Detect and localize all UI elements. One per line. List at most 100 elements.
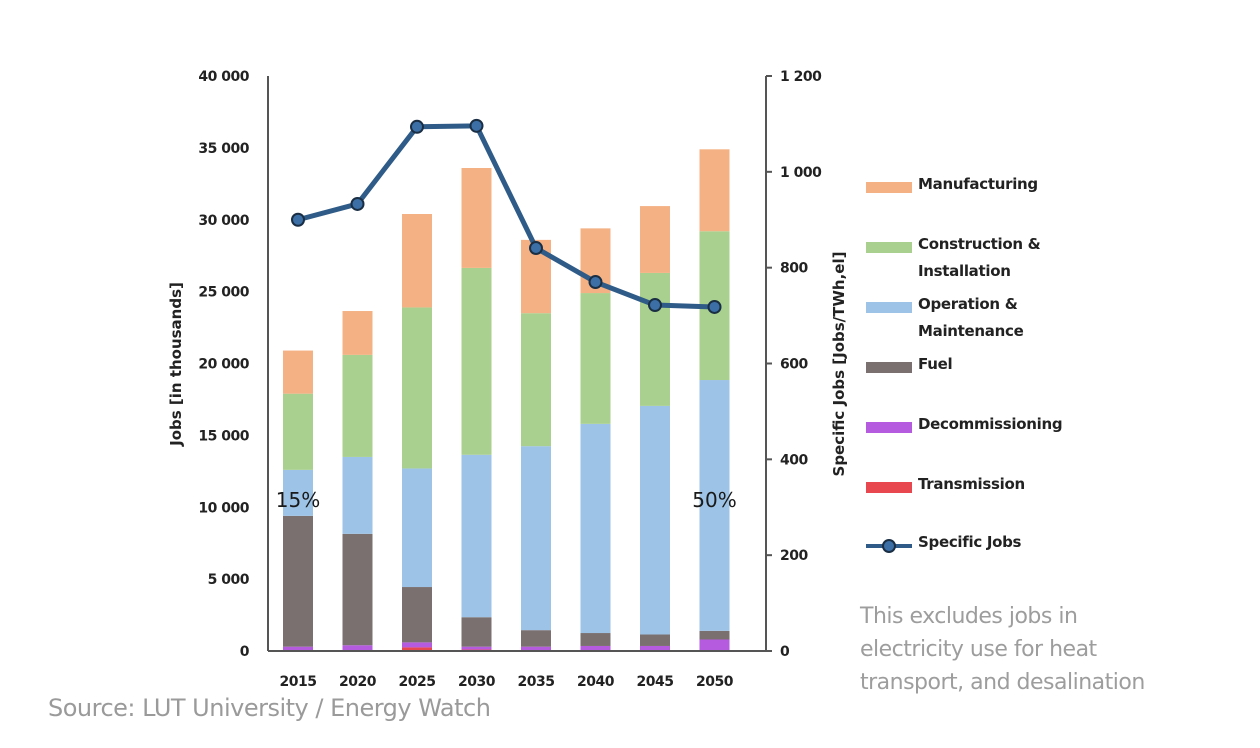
right-tick-label: 800: [780, 261, 808, 277]
labels-group: 0 5 000 10 000 15 000 20 000 25 000 30 000 35 0…: [167, 69, 848, 690]
bar-segment-decommissioning-2050: [699, 639, 730, 651]
x-tick-label: 2050: [696, 674, 734, 690]
bar-segment-fuel-2045: [640, 634, 670, 646]
specific-jobs-line-group: [291, 118, 722, 314]
bar-segment-operation-maintenance-2050: [699, 380, 730, 631]
x-tick-label: 2035: [518, 674, 555, 690]
bar-segment-decommissioning-2025: [402, 642, 432, 648]
legend-label: Manufacturing: [918, 175, 1038, 193]
left-tick-label: 30 000: [198, 213, 249, 229]
bar-segment-operation-maintenance-2015: [283, 469, 313, 516]
x-tick-label: 2045: [637, 674, 674, 690]
left-tick-label: 20 000: [198, 357, 249, 373]
left-tick-label: 40 000: [198, 69, 249, 85]
legend-item-manufacturing: Manufacturing: [866, 175, 1038, 198]
specific-jobs-line: [297, 123, 715, 310]
bar-segment-fuel-2030: [461, 617, 492, 647]
legend-swatch-icon: [866, 182, 912, 193]
specific-jobs-point-2020: [350, 196, 365, 211]
bar-segment-fuel-2020: [342, 533, 373, 646]
specific-jobs-point-2040: [588, 275, 603, 290]
specific-jobs-point-2015: [291, 212, 305, 227]
specific-jobs-point-2025: [410, 119, 424, 134]
bars-group: [283, 149, 730, 651]
source-caption: Source: LUT University / Energy Watch: [48, 694, 491, 722]
left-tick-label: 15 000: [198, 428, 249, 444]
bar-segment-fuel-2050: [699, 630, 730, 640]
specific-jobs-point-2050: [707, 299, 722, 314]
bar-segment-transmission-2025: [402, 647, 432, 651]
bar-segment-fuel-2015: [283, 515, 313, 647]
bar-segment-operation-maintenance-2045: [640, 405, 670, 635]
legend-label: Transmission: [918, 475, 1025, 493]
right-tick-label: 400: [780, 452, 808, 468]
x-tick-label: 2020: [339, 674, 377, 690]
right-tick-label: 1 000: [780, 165, 822, 181]
left-tick-label: 25 000: [198, 285, 249, 301]
legend-label: Specific Jobs: [918, 533, 1022, 551]
bar-segment-fuel-2040: [580, 633, 611, 646]
bar-segment-manufacturing-2025: [402, 214, 432, 308]
bar-segment-decommissioning-2045: [640, 645, 670, 651]
legend-item-transmission: Transmission: [866, 475, 1025, 498]
bar-segment-operation-maintenance-2020: [342, 456, 373, 534]
left-axis-title: Jobs [in thousands]: [167, 282, 185, 447]
specific-jobs-point-2035: [529, 241, 543, 256]
bar-segment-decommissioning-2035: [521, 646, 551, 651]
right-tick-label: 600: [780, 357, 808, 373]
legend-label: Fuel: [918, 355, 953, 373]
legend-swatch-icon: [866, 302, 912, 313]
legend-swatch-icon: [866, 242, 912, 253]
x-tick-label: 2015: [280, 674, 317, 690]
note-text: This excludes jobs in electricity use fo…: [860, 604, 1145, 695]
bar-segment-construction-installation-2015: [283, 393, 313, 470]
bar-segment-construction-installation-2025: [402, 307, 432, 469]
right-tick-label: 1 200: [780, 69, 822, 85]
left-tick-label: 35 000: [198, 141, 249, 157]
bar-segment-manufacturing-2050: [699, 149, 730, 232]
bar-segment-fuel-2035: [521, 630, 551, 647]
specific-jobs-point-2030: [469, 118, 484, 133]
legend-item-construction-installation: Construction & Installation: [866, 235, 1041, 285]
bar-segment-manufacturing-2045: [640, 206, 670, 273]
right-axis-title: Specific Jobs [Jobs/TWh,el]: [830, 252, 848, 477]
bar-segment-manufacturing-2030: [461, 168, 492, 268]
bar-segment-operation-maintenance-2025: [402, 468, 432, 588]
left-tick-label: 5 000: [208, 572, 250, 588]
bar-segment-operation-maintenance-2030: [461, 454, 492, 618]
right-tick-label: 200: [780, 548, 808, 564]
share-annotation-2015: 15%: [276, 488, 320, 512]
x-tick-label: 2040: [577, 674, 615, 690]
bar-segment-construction-installation-2020: [342, 354, 373, 457]
bar-segment-operation-maintenance-2035: [521, 446, 551, 631]
legend-item-specific-jobs: Specific Jobs: [866, 533, 1021, 557]
x-tick-label: 2030: [458, 674, 496, 690]
left-tick-label: 0: [240, 644, 250, 660]
legend-label: Decommissioning: [918, 415, 1063, 433]
legend-swatch-icon: [866, 482, 912, 493]
bar-segment-construction-installation-2035: [521, 313, 551, 447]
axes-group: [267, 75, 772, 652]
legend-item-operation-maintenance: Operation & Maintenance: [866, 295, 1024, 345]
legend-label: Operation & Maintenance: [918, 295, 1024, 340]
bar-segment-construction-installation-2030: [461, 267, 492, 455]
bar-segment-fuel-2025: [402, 587, 432, 643]
bar-segment-decommissioning-2040: [580, 645, 611, 651]
legend-swatch-icon: [866, 362, 912, 373]
bar-segment-construction-installation-2040: [580, 293, 611, 424]
left-tick-label: 10 000: [198, 500, 249, 516]
share-annotation-2050: 50%: [692, 488, 736, 512]
x-tick-label: 2025: [399, 674, 436, 690]
bar-segment-decommissioning-2020: [342, 645, 373, 651]
bar-segment-manufacturing-2015: [283, 350, 313, 394]
bar-segment-manufacturing-2020: [342, 311, 373, 355]
right-tick-label: 0: [780, 644, 790, 660]
legend-item-decommissioning: Decommissioning: [866, 415, 1063, 438]
legend-line-marker-icon: [866, 534, 912, 557]
legend-item-fuel: Fuel: [866, 355, 953, 378]
bar-segment-decommissioning-2030: [461, 646, 492, 650]
legend-swatch-icon: [866, 422, 912, 433]
bar-segment-operation-maintenance-2040: [580, 423, 611, 634]
specific-jobs-point-2045: [648, 298, 662, 313]
